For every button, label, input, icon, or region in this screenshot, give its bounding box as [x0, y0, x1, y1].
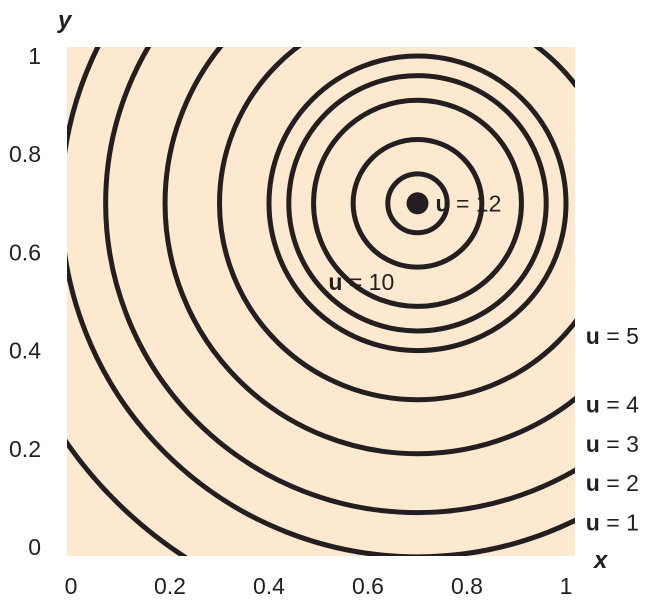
contour-label-5: u = 1	[586, 509, 639, 535]
contour-labels: u = 12 u = 1 u = 2 u = 3 u = 4 u = 5 u = 10	[328, 190, 639, 535]
y-tick-label: 0.2	[9, 436, 41, 462]
y-tick-labels: 0 0.2 0.4 0.6 0.8 1	[9, 43, 41, 560]
x-tick-label: 0.4	[253, 573, 285, 599]
x-axis-label: x	[592, 547, 609, 574]
max-point-marker	[406, 192, 429, 215]
contour-line-7	[103, 47, 575, 516]
x-tick-label: 0.2	[154, 573, 186, 599]
contour-line-10	[286, 73, 549, 334]
y-tick-label: 0.6	[9, 239, 41, 265]
contour-label-9: u = 5	[586, 323, 639, 349]
contour-label-10: u = 10	[328, 269, 394, 295]
x-tick-label: 1	[560, 573, 573, 599]
max-point-label: u = 12	[436, 190, 502, 216]
x-tick-labels: 0 0.2 0.4 0.6 0.8 1	[65, 573, 573, 599]
x-tick-label: 0.8	[451, 573, 483, 599]
contour-label-6: u = 2	[586, 470, 639, 496]
contour-line-4	[266, 53, 569, 354]
contour-line-3	[311, 97, 524, 309]
y-tick-label: 0.4	[9, 338, 41, 364]
contour-line-5	[217, 47, 575, 403]
contour-line-6	[162, 47, 575, 457]
contour-line-1	[385, 171, 450, 236]
y-tick-label: 0	[28, 534, 41, 560]
contour-label-8: u = 4	[586, 392, 639, 418]
y-tick-label: 1	[28, 43, 41, 69]
y-tick-label: 0.8	[9, 141, 41, 167]
x-tick-label: 0.6	[352, 573, 384, 599]
contour-line-2	[350, 136, 485, 270]
contour-label-7: u = 3	[586, 431, 639, 457]
y-axis-label: y	[57, 7, 73, 34]
x-tick-label: 0	[65, 573, 78, 599]
